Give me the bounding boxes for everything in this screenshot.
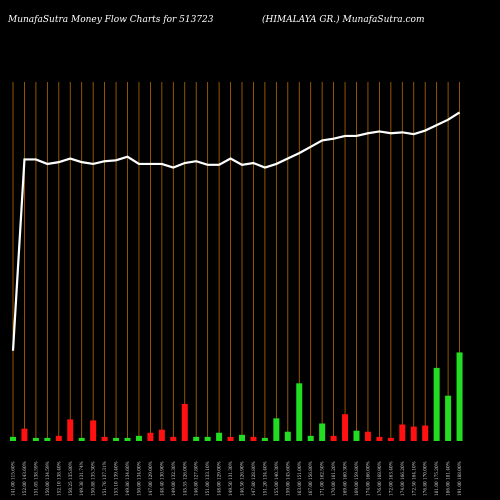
- x-tick-label: 169.60 160.30%: [343, 461, 348, 496]
- x-tick-label: 150.88 135.30%: [91, 461, 96, 496]
- x-tick-label: 150.25 135.80%: [68, 461, 73, 496]
- x-tick-label: 151.76 137.31%: [102, 461, 107, 496]
- x-tick-label: 174.00 166.20%: [400, 461, 405, 496]
- money-flow-bar: [239, 434, 245, 441]
- money-flow-bar: [250, 436, 257, 441]
- money-flow-bar: [147, 432, 154, 441]
- x-tick-label: 148.40 130.90%: [159, 461, 164, 496]
- money-flow-bar: [204, 436, 211, 441]
- money-flow-bar: [330, 435, 337, 441]
- money-flow-bar: [55, 435, 62, 441]
- x-tick-labels: 141.00 115.60% 152.00 143.60% 151.05 138.5…: [11, 461, 463, 496]
- money-flow-bar: [124, 437, 131, 441]
- x-tick-label: 149.50 131.30%: [228, 461, 233, 496]
- money-flow-bar: [261, 437, 268, 441]
- money-flow-bar: [101, 436, 108, 441]
- money-flow-bars: [10, 352, 463, 441]
- chart-subtitle: (HIMALAYA GR.) MunafaSutra.com: [262, 14, 425, 25]
- x-tick-label: 150.00 134.59%: [45, 461, 50, 496]
- x-tick-label: 155.00 140.30%: [274, 461, 279, 496]
- x-tick-label: 146.80 127.80%: [194, 461, 199, 496]
- chart-title: MunafaSutra Money Flow Charts for 513723: [7, 15, 214, 25]
- money-flow-bar: [445, 395, 452, 441]
- money-flow-bar: [399, 424, 406, 441]
- money-flow-bar: [296, 383, 303, 441]
- x-tick-label: 153.10 139.40%: [114, 461, 119, 496]
- money-flow-bar: [422, 425, 429, 441]
- vertical-grid: [12, 82, 460, 440]
- x-tick-label: 176.00 168.90%: [377, 461, 382, 496]
- x-tick-label: 149.00 132.30%: [171, 461, 176, 496]
- money-flow-bar: [307, 435, 314, 441]
- money-flow-bar: [21, 428, 28, 441]
- money-flow-bar: [342, 414, 349, 441]
- price-line: [11, 111, 461, 351]
- money-flow-bar: [376, 436, 383, 441]
- x-tick-label: 172.50 164.10%: [411, 461, 416, 496]
- x-tick-label: 167.00 156.80%: [308, 461, 313, 496]
- money-flow-bar: [90, 420, 97, 441]
- x-tick-label: 172.00 163.40%: [388, 461, 393, 496]
- x-tick-label: 151.05 138.59%: [33, 461, 38, 496]
- money-flow-bar: [284, 431, 291, 441]
- x-tick-label: 181.00 175.20%: [434, 461, 439, 496]
- money-flow-bar: [10, 436, 16, 441]
- money-flow-bar: [353, 430, 360, 441]
- money-flow-bar: [216, 432, 223, 441]
- money-flow-bar: [158, 429, 165, 441]
- x-tick-label: 149.38 131.74%: [79, 461, 84, 496]
- x-tick-label: 148.00 129.00%: [217, 461, 222, 496]
- x-tick-label: 163.00 151.00%: [297, 461, 302, 496]
- money-flow-bar: [456, 352, 463, 441]
- x-tick-label: 141.00 115.60%: [11, 461, 16, 496]
- money-flow-bar: [227, 436, 234, 441]
- x-tick-label: 145.55 126.00%: [182, 461, 187, 496]
- money-flow-bar: [319, 423, 326, 441]
- money-flow-bar: [135, 435, 142, 441]
- x-tick-label: 174.00 166.00%: [365, 461, 370, 496]
- x-tick-label: 149.86 134.60%: [125, 461, 130, 496]
- money-flow-bar: [273, 418, 280, 441]
- x-tick-label: 147.00 129.00%: [148, 461, 153, 496]
- money-flow-bar: [433, 367, 440, 441]
- money-flow-bar: [387, 437, 394, 441]
- money-flow-bar: [78, 437, 85, 441]
- x-tick-label: 146.50 126.90%: [240, 461, 245, 496]
- x-tick-label: 150.00 134.00%: [136, 461, 141, 496]
- money-flow-bar: [32, 437, 39, 441]
- money-flow-bar: [67, 419, 74, 441]
- x-tick-label: 152.10 138.40%: [56, 461, 61, 496]
- x-tick-label: 169.00 159.80%: [354, 461, 359, 496]
- x-tick-label: 171.00 162.50%: [320, 461, 325, 496]
- x-tick-label: 186.00 181.40%: [446, 461, 451, 496]
- money-flow-bar: [181, 403, 188, 441]
- x-tick-label: 159.00 145.60%: [285, 461, 290, 496]
- money-flow-bar: [193, 436, 200, 441]
- money-flow-bar: [44, 437, 51, 441]
- x-tick-label: 152.00 143.60%: [22, 461, 27, 496]
- x-tick-label: 176.80 170.00%: [423, 461, 428, 496]
- money-flow-bar: [364, 431, 371, 441]
- x-tick-label: 147.80 128.80%: [251, 461, 256, 496]
- x-tick-label: 151.20 134.40%: [262, 461, 267, 496]
- x-tick-label: 151.00 133.10%: [205, 461, 210, 496]
- money-flow-bar: [113, 437, 120, 441]
- money-flow-bar: [410, 426, 417, 441]
- money-flow-bar: [170, 436, 177, 441]
- x-tick-label: 170.00 161.20%: [331, 461, 336, 496]
- x-tick-label: 191.00 188.00%: [457, 461, 462, 496]
